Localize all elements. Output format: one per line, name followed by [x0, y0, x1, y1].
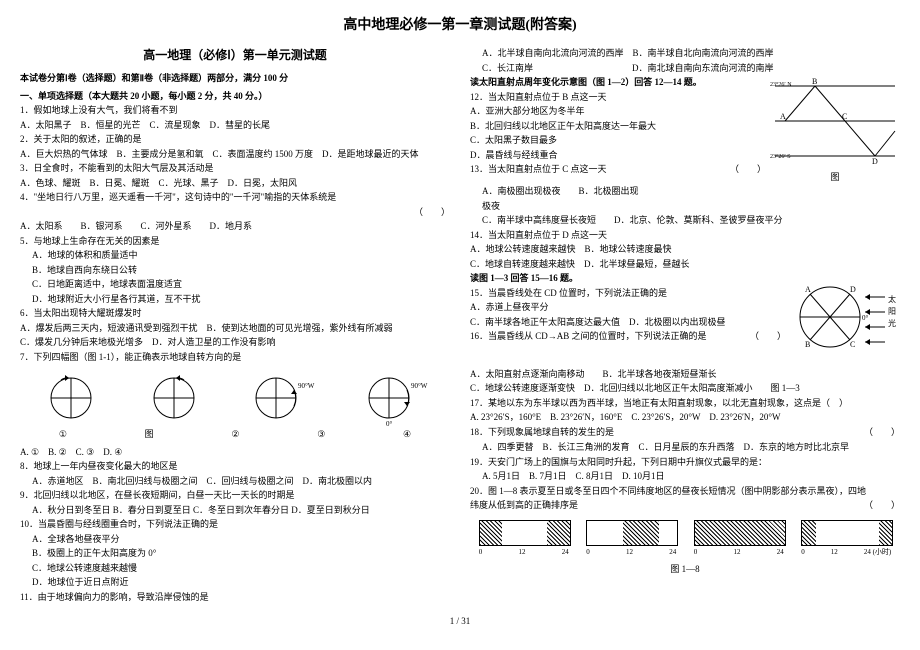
svg-text:A: A [780, 112, 786, 121]
q7: 7．下列四幅图（图 1-1），能正确表示地球自转方向的是 [20, 351, 450, 365]
svg-text:C: C [850, 340, 855, 349]
q14b: C．地球自转速度越来越快 D．北半球昼最短，昼越长 [470, 258, 900, 272]
q19: 19．天安门广场上的国旗与太阳同时升起，下列日期中升旗仪式最早的是： [470, 456, 900, 470]
q5b: B．地球自西向东绕日公转 [20, 264, 450, 278]
circle-labels: ① 图 ② ③ ④ [20, 428, 450, 442]
svg-text:23°26′ N: 23°26′ N [770, 81, 792, 88]
q4-opts: A．太阳系 B．银河系 C．河外星系 D．地月系 [20, 220, 450, 234]
svg-text:23°26′ S: 23°26′ S [770, 153, 791, 160]
q11a: A．北半球自南向北流向河流的西岸 B．南半球自北向南流向河流的西岸 [470, 47, 900, 61]
circle-4: 90°W 0° [359, 368, 429, 428]
circle-2 [144, 368, 204, 428]
q10a: A．全球各地昼夜平分 [20, 533, 450, 547]
circle-3: 90°W [246, 368, 316, 428]
svg-text:光: 光 [888, 318, 896, 328]
content-columns: 高一地理（必修Ⅰ）第一单元测试题 本试卷分第Ⅰ卷（选择题）和第Ⅱ卷（非选择题）两… [20, 46, 900, 605]
label-1: ① [59, 428, 67, 442]
label-2: ② [231, 428, 239, 442]
q9-opts: A．秋分日到冬至日 B．春分日到夏至日 C．冬至日到次年春分日 D．夏至日到秋分… [20, 504, 450, 518]
q16a: A．太阳直射点逐渐向南移动 B．北半球各地夜渐短昼渐长 [470, 368, 900, 382]
q14a: A．地球公转速度越来越快 B．地球公转速度最快 [470, 243, 900, 257]
svg-text:阳: 阳 [888, 307, 896, 316]
svg-text:90°W: 90°W [411, 382, 428, 390]
q4: 4．"坐地日行八万里，巡天遥看一千河"，这句诗中的"一千河"喻指的天体系统是 [20, 191, 450, 205]
q7-opts: A. ① B. ② C. ③ D. ④ [20, 446, 450, 460]
q11: 11．由于地球偏向力的影响，导致沿岸侵蚀的是 [20, 591, 450, 605]
q3: 3．日全食时，不能看到的太阳大气层及其活动是 [20, 162, 450, 176]
terminator-diagram: A D B C 0° 太 阳 光 [790, 272, 900, 367]
svg-text:C: C [842, 112, 847, 121]
q5: 5．与地球上生命存在无关的因素是 [20, 235, 450, 249]
q1: 1．假如地球上没有大气，我们将看不到 [20, 104, 450, 118]
q6a: A．爆发后两三天内，短波通讯受到强烈干扰 B．使到达地面的可见光增强，紫外线有所… [20, 322, 450, 336]
q10c: C．地球公转速度越来越慢 [20, 562, 450, 576]
svg-text:D: D [850, 285, 856, 294]
svg-text:太: 太 [888, 294, 896, 304]
diag-caption: 图 [770, 171, 900, 185]
q5d: D．地球附近大小行星各行其道，互不干扰 [20, 293, 450, 307]
q18: 18．下列现象属地球自转的发生的是（ ） [470, 426, 900, 440]
q11b: C．长江南岸 D．南北球自南向东流向河流的南岸 [470, 62, 900, 76]
q8: 8．地球上一年内昼夜变化最大的地区是 [20, 460, 450, 474]
section-head: 一、单项选择题（本大题共 20 小题，每小题 2 分，共 40 分。） [20, 90, 450, 104]
q20: 20．图 1—8 表示夏至日或冬至日四个不同纬度地区的昼夜长短情况（图中阴影部分… [470, 485, 900, 499]
strip-3: 01224 [694, 520, 784, 558]
right-column: A．北半球自南向北流向河流的西岸 B．南半球自北向南流向河流的西岸 C．长江南岸… [470, 46, 900, 605]
circle-1 [41, 368, 101, 428]
strip-4: 01224 (小时) [801, 520, 891, 558]
q17: 17．某地以东为东半球以西为西半球，当地正有太阳直射现象，以北无直射现象，这点是… [470, 397, 900, 411]
q13a: A．南极圈出现极夜 B．北极圈出现 [470, 185, 900, 199]
q14: 14．当太阳直射点位于 D 点这一天 [470, 229, 900, 243]
daynight-strips: 01224 01224 01224 01224 (小时) [470, 520, 900, 558]
q2-opts: A．巨大炽热的气体球 B．主要成分是氢和氧 C．表面温度约 1500 万度 D．… [20, 148, 450, 162]
q13c: 极夜 [470, 200, 900, 214]
q8-opts: A．赤道地区 B．南北回归线与极圈之间 C．回归线与极圈之间 D．南北极圈以内 [20, 475, 450, 489]
main-title: 高中地理必修一第一章测试题(附答案) [20, 15, 900, 36]
q1-opts: A．太阳黑子 B．恒星的光芒 C．流星现象 D．彗星的长尾 [20, 119, 450, 133]
intro-line-1: 本试卷分第Ⅰ卷（选择题）和第Ⅱ卷（非选择题）两部分，满分 100 分 [20, 72, 450, 86]
q5a: A．地球的体积和质量适中 [20, 249, 450, 263]
solar-declination-diagram: 23°26′ N 23°26′ S A B C D 图 [770, 76, 900, 184]
page-number: 1 / 31 [20, 615, 900, 629]
svg-text:B: B [812, 77, 817, 86]
svg-text:90°W: 90°W [298, 382, 315, 390]
q6b: C．爆发几分钟后来地极光增多 D．对人造卫星的工作没有影响 [20, 336, 450, 350]
q5c: C．日地距离适中，地球表面温度适宜 [20, 278, 450, 292]
q16b: C．地球公转速度逐渐变快 D．北回归线以北地区正午太阳高度渐减小 图 1—3 [470, 382, 900, 396]
fig-caption: 图 [145, 428, 154, 442]
label-4: ④ [403, 428, 411, 442]
svg-text:A: A [805, 285, 811, 294]
q10d: D．地球位于近日点附近 [20, 576, 450, 590]
svg-text:0°: 0° [862, 314, 869, 322]
svg-text:D: D [872, 157, 878, 166]
left-column: 高一地理（必修Ⅰ）第一单元测试题 本试卷分第Ⅰ卷（选择题）和第Ⅱ卷（非选择题）两… [20, 46, 450, 605]
svg-text:B: B [805, 340, 810, 349]
q17-opts: A. 23°26′S，160°E B. 23°26′N，160°E C. 23°… [470, 411, 900, 425]
fig18-caption: 图 1—8 [470, 563, 900, 577]
sub-title: 高一地理（必修Ⅰ）第一单元测试题 [20, 46, 450, 64]
figure-row: 90°W 90°W 0° [20, 368, 450, 428]
q19-opts: A. 5月1日 B. 7月1日 C. 8月1日 D. 10月1日 [470, 470, 900, 484]
q20b: 纬度从低到高的正确排序是（ ） [470, 499, 900, 513]
q2: 2．关于太阳的叙述，正确的是 [20, 133, 450, 147]
q13d: C．南半球中高纬度昼长夜短 D．北京、伦敦、莫斯科、圣彼罗昼夜平分 [470, 214, 900, 228]
q18a: A．四季更替 B．长江三角洲的发育 C．日月星辰的东升西落 D．东京的地方时比北… [470, 441, 900, 455]
q6: 6．当太阳出现特大耀斑爆发时 [20, 307, 450, 321]
q9: 9．北回归线以北地区，在昼长夜短期间，白昼一天比一天长的时期是 [20, 489, 450, 503]
q3-opts: A．色球、耀斑 B．日冕、耀斑 C．光球、黑子 D．日冕，太阳风 [20, 177, 450, 191]
q10b: B．极圈上的正午太阳高度为 0° [20, 547, 450, 561]
strip-1: 01224 [479, 520, 569, 558]
svg-text:0°: 0° [386, 420, 393, 428]
strip-2: 01224 [586, 520, 676, 558]
q10: 10．当晨昏圈与经线圈重合时，下列说法正确的是 [20, 518, 450, 532]
label-3: ③ [317, 428, 325, 442]
